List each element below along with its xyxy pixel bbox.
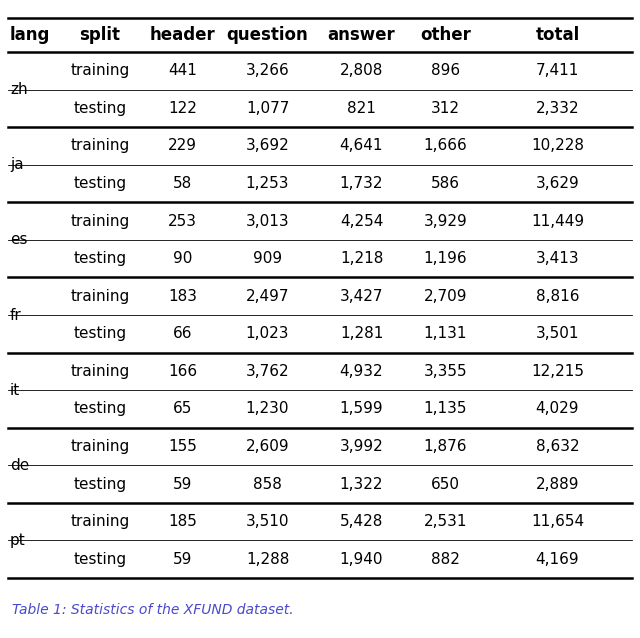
Text: 3,692: 3,692 — [246, 138, 289, 153]
Text: 155: 155 — [168, 439, 197, 454]
Text: other: other — [420, 26, 471, 44]
Text: 2,531: 2,531 — [424, 514, 467, 529]
Text: 3,510: 3,510 — [246, 514, 289, 529]
Text: training: training — [70, 289, 130, 304]
Text: 1,135: 1,135 — [424, 401, 467, 417]
Text: 1,288: 1,288 — [246, 552, 289, 567]
Text: 858: 858 — [253, 477, 282, 491]
Text: 1,196: 1,196 — [424, 251, 467, 266]
Text: 58: 58 — [173, 176, 192, 191]
Text: 1,281: 1,281 — [340, 326, 383, 341]
Text: 11,449: 11,449 — [531, 214, 584, 228]
Text: lang: lang — [10, 26, 51, 44]
Text: 166: 166 — [168, 364, 197, 379]
Text: 3,929: 3,929 — [424, 214, 467, 228]
Text: 1,218: 1,218 — [340, 251, 383, 266]
Text: training: training — [70, 138, 130, 153]
Text: ja: ja — [10, 157, 24, 172]
Text: 90: 90 — [173, 251, 192, 266]
Text: 2,709: 2,709 — [424, 289, 467, 304]
Text: 4,932: 4,932 — [340, 364, 383, 379]
Text: 2,808: 2,808 — [340, 63, 383, 78]
Text: 909: 909 — [253, 251, 282, 266]
Text: 3,427: 3,427 — [340, 289, 383, 304]
Text: 1,023: 1,023 — [246, 326, 289, 341]
Text: 3,762: 3,762 — [246, 364, 289, 379]
Text: 2,889: 2,889 — [536, 477, 579, 491]
Text: 896: 896 — [431, 63, 460, 78]
Text: header: header — [150, 26, 216, 44]
Text: total: total — [536, 26, 580, 44]
Text: 3,355: 3,355 — [424, 364, 467, 379]
Text: testing: testing — [74, 176, 127, 191]
Text: 882: 882 — [431, 552, 460, 567]
Text: 3,413: 3,413 — [536, 251, 579, 266]
Text: 5,428: 5,428 — [340, 514, 383, 529]
Text: 122: 122 — [168, 101, 197, 116]
Text: 66: 66 — [173, 326, 192, 341]
Text: 7,411: 7,411 — [536, 63, 579, 78]
Text: training: training — [70, 63, 130, 78]
Text: 8,816: 8,816 — [536, 289, 579, 304]
Text: testing: testing — [74, 326, 127, 341]
Text: 650: 650 — [431, 477, 460, 491]
Text: 4,641: 4,641 — [340, 138, 383, 153]
Text: 12,215: 12,215 — [531, 364, 584, 379]
Text: 3,266: 3,266 — [246, 63, 289, 78]
Text: question: question — [227, 26, 308, 44]
Text: 1,253: 1,253 — [246, 176, 289, 191]
Text: training: training — [70, 364, 130, 379]
Text: 1,322: 1,322 — [340, 477, 383, 491]
Text: 253: 253 — [168, 214, 197, 228]
Text: training: training — [70, 214, 130, 228]
Text: 1,732: 1,732 — [340, 176, 383, 191]
Text: 183: 183 — [168, 289, 197, 304]
Text: 59: 59 — [173, 552, 192, 567]
Text: testing: testing — [74, 251, 127, 266]
Text: testing: testing — [74, 401, 127, 417]
Text: 2,332: 2,332 — [536, 101, 579, 116]
Text: 1,876: 1,876 — [424, 439, 467, 454]
Text: 821: 821 — [347, 101, 376, 116]
Text: 3,501: 3,501 — [536, 326, 579, 341]
Text: 8,632: 8,632 — [536, 439, 579, 454]
Text: 4,169: 4,169 — [536, 552, 579, 567]
Text: 441: 441 — [168, 63, 197, 78]
Text: 3,629: 3,629 — [536, 176, 579, 191]
Text: 2,497: 2,497 — [246, 289, 289, 304]
Text: 3,992: 3,992 — [340, 439, 383, 454]
Text: 11,654: 11,654 — [531, 514, 584, 529]
Text: es: es — [10, 232, 28, 248]
Text: 10,228: 10,228 — [531, 138, 584, 153]
Text: training: training — [70, 439, 130, 454]
Text: fr: fr — [10, 308, 22, 322]
Text: 1,077: 1,077 — [246, 101, 289, 116]
Text: 4,254: 4,254 — [340, 214, 383, 228]
Text: 229: 229 — [168, 138, 197, 153]
Text: 4,029: 4,029 — [536, 401, 579, 417]
Text: 65: 65 — [173, 401, 192, 417]
Text: 185: 185 — [168, 514, 197, 529]
Text: 586: 586 — [431, 176, 460, 191]
Text: 3,013: 3,013 — [246, 214, 289, 228]
Text: Table 1: Statistics of the XFUND dataset.: Table 1: Statistics of the XFUND dataset… — [12, 603, 294, 617]
Text: pt: pt — [10, 533, 26, 548]
Text: 1,940: 1,940 — [340, 552, 383, 567]
Text: zh: zh — [10, 82, 28, 97]
Text: de: de — [10, 458, 29, 473]
Text: 2,609: 2,609 — [246, 439, 289, 454]
Text: 59: 59 — [173, 477, 192, 491]
Text: 1,599: 1,599 — [340, 401, 383, 417]
Text: 312: 312 — [431, 101, 460, 116]
Text: 1,131: 1,131 — [424, 326, 467, 341]
Text: split: split — [79, 26, 120, 44]
Text: testing: testing — [74, 477, 127, 491]
Text: 1,666: 1,666 — [424, 138, 467, 153]
Text: 1,230: 1,230 — [246, 401, 289, 417]
Text: it: it — [10, 383, 20, 397]
Text: testing: testing — [74, 101, 127, 116]
Text: testing: testing — [74, 552, 127, 567]
Text: answer: answer — [328, 26, 396, 44]
Text: training: training — [70, 514, 130, 529]
